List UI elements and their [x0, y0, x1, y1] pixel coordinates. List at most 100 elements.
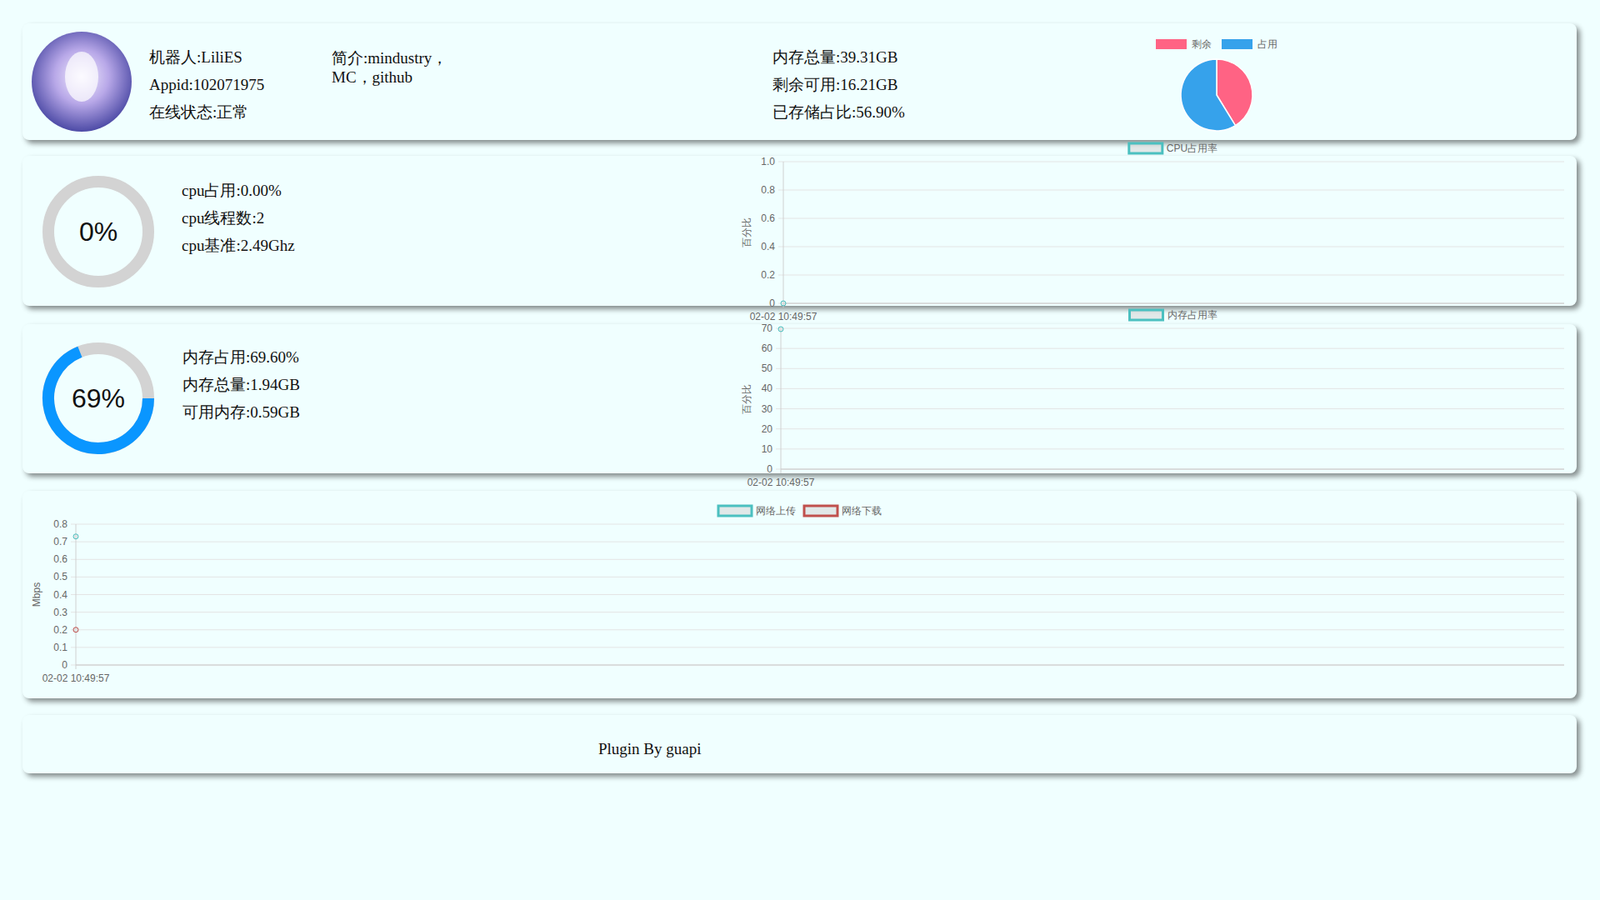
y-tick-label: 0.1: [53, 641, 68, 654]
y-tick-label: 0.5: [53, 570, 68, 583]
x-tick: [780, 469, 782, 474]
legend: CPU占用率: [1129, 142, 1218, 155]
grid-line: [778, 246, 1565, 248]
card: [22, 715, 1577, 774]
y-tick-label: 60: [761, 342, 774, 355]
point: [73, 534, 79, 540]
y-axis-title: 百分比: [740, 384, 753, 415]
footer: Plugin By guapi: [598, 740, 702, 759]
y-tick-label: 0.4: [53, 589, 68, 601]
grid-line: [70, 611, 1565, 613]
y-axis-title: 百分比: [740, 217, 753, 248]
memory-info: 可用内存:0.59GB: [182, 403, 300, 422]
legend-label: 内存占用率: [1167, 309, 1218, 321]
legend: 内存占用率: [1130, 309, 1218, 321]
grid-line: [70, 646, 1565, 648]
y-tick-label: 0.7: [53, 535, 68, 548]
y-tick-label: 1.0: [760, 155, 775, 168]
pie-slice: [1180, 59, 1235, 131]
x-axis: [783, 303, 1565, 305]
grid-line: [775, 368, 1565, 370]
plot-area: [73, 534, 79, 633]
legend-swatch: [1130, 310, 1164, 320]
grid-line: [775, 469, 1565, 470]
grid-line: [775, 408, 1565, 410]
gauge-arc: [48, 351, 149, 449]
y-tick-label: 0.2: [760, 269, 775, 281]
disk-free: 剩余可用:16.21GB: [772, 75, 898, 95]
y-tick-label: 0.6: [760, 212, 775, 225]
cpu-info: cpu占用:0.00%: [181, 181, 282, 200]
grid-line: [778, 218, 1565, 220]
legend-label: 网络下载: [841, 505, 882, 517]
x-axis: [75, 665, 1565, 666]
x-axis: [780, 469, 1565, 470]
grid-line: [70, 524, 1565, 525]
memory-info: 内存总量:1.94GB: [182, 375, 300, 395]
grid-line: [775, 328, 1565, 330]
y-tick-label: 40: [761, 382, 774, 395]
point: [778, 326, 784, 332]
plot-area: [780, 300, 786, 306]
gauge-label: 0%: [79, 216, 118, 247]
legend-label: 剩余: [1191, 38, 1212, 50]
grid-line: [70, 665, 1565, 666]
card: [22, 155, 1577, 306]
legend: 网络上传 网络下载: [718, 505, 882, 517]
legend-swatch: [1221, 39, 1253, 50]
point: [780, 300, 786, 306]
memory-info: 内存占用:69.60%: [182, 348, 300, 367]
legend-swatch: [1129, 143, 1163, 154]
y-tick-label: 70: [761, 322, 774, 335]
legend-swatch: [718, 505, 752, 516]
legend: 剩余占用: [1155, 38, 1278, 50]
y-tick-label: 50: [761, 362, 774, 375]
x-tick: [75, 665, 77, 670]
y-tick-label: 0.8: [760, 184, 775, 196]
legend-label: 网络上传: [755, 505, 796, 517]
y-axis: [75, 524, 77, 665]
disk-used-ratio: 已存储占比:56.90%: [772, 103, 905, 122]
y-axis: [783, 161, 785, 304]
y-tick-label: 0: [766, 463, 773, 475]
x-tick-label: 02-02 10:49:57: [747, 476, 815, 489]
card: [22, 324, 1577, 474]
x-tick-label: 02-02 10:49:57: [750, 310, 818, 323]
grid-line: [70, 576, 1565, 578]
cpu-info: cpu基准:2.49Ghz: [181, 236, 295, 255]
y-tick-label: 20: [761, 423, 774, 435]
grid-line: [70, 594, 1565, 595]
y-tick-label: 0.2: [53, 624, 68, 636]
point: [73, 627, 79, 633]
y-tick-label: 10: [761, 443, 774, 455]
gauge-track: [48, 348, 149, 449]
bot-status: 在线状态:正常: [149, 103, 249, 122]
legend-swatch: [804, 505, 838, 516]
bot-appid: Appid:102071975: [149, 75, 265, 95]
plot-area: [778, 326, 784, 332]
bot-name: 机器人:LiliES: [149, 48, 243, 67]
legend-swatch: [1155, 39, 1187, 50]
grid-line: [775, 428, 1565, 430]
y-tick-label: 0.8: [53, 518, 68, 530]
avatar-figure: [65, 51, 99, 102]
avatar: [31, 31, 132, 132]
y-tick-label: 0.3: [53, 606, 68, 619]
y-tick-label: 0.6: [53, 553, 68, 565]
gauge-label: 69%: [71, 383, 125, 414]
y-axis: [780, 328, 782, 470]
grid-line: [778, 161, 1565, 163]
y-tick-label: 30: [761, 403, 774, 415]
disk-total: 内存总量:39.31GB: [772, 48, 898, 67]
grid-line: [70, 559, 1565, 560]
y-tick-label: 0: [769, 297, 775, 310]
grid-line: [70, 629, 1565, 630]
cpu-info: cpu线程数:2: [181, 209, 265, 228]
legend-label: CPU占用率: [1166, 142, 1218, 155]
dashboard-graphics: 剩余占用 0% 69% 0 0.2 0.4 0.6 0.8 1.0 02-02 10:49:57 百…: [0, 0, 1600, 900]
grid-line: [70, 541, 1565, 543]
grid-line: [778, 303, 1565, 305]
grid-line: [778, 190, 1565, 191]
grid-line: [775, 348, 1565, 350]
y-axis-title: Mbps: [30, 582, 43, 607]
